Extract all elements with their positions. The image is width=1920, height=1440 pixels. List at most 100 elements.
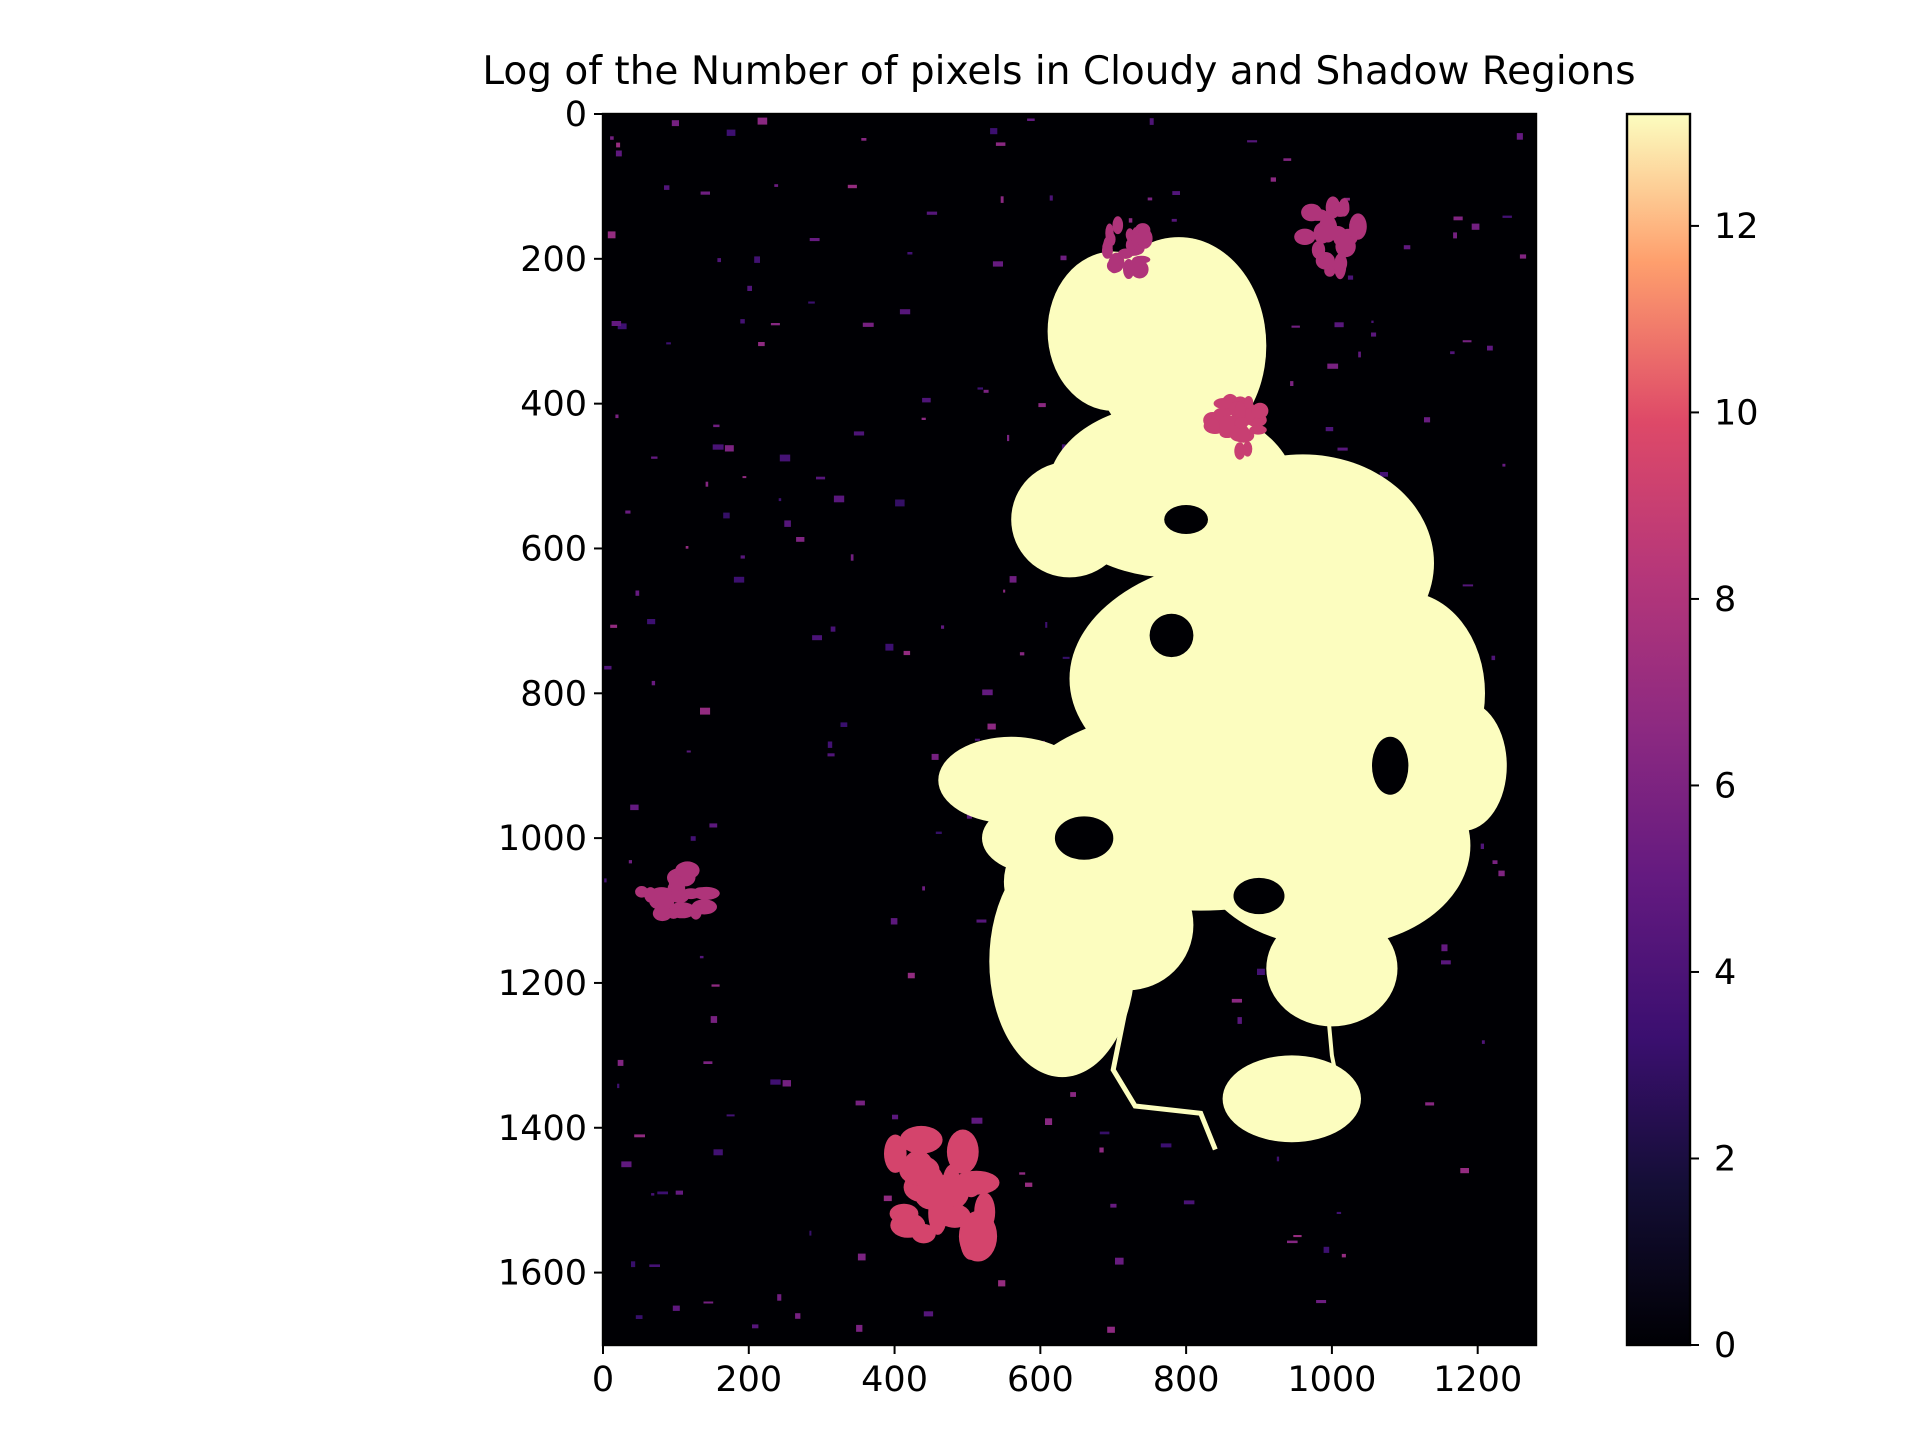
y-tick-label: 600 bbox=[520, 529, 587, 569]
speckle-pixel bbox=[1487, 345, 1493, 351]
speckle-pixel bbox=[855, 1100, 865, 1106]
cloud-region bbox=[1011, 461, 1128, 578]
central-right-patch bbox=[1234, 417, 1249, 429]
top-patch bbox=[1102, 241, 1113, 254]
x-tick-label: 1200 bbox=[1433, 1360, 1522, 1400]
speckle-pixel bbox=[628, 860, 632, 864]
bottom-left-patch bbox=[899, 1155, 940, 1186]
speckle-pixel bbox=[907, 252, 913, 255]
speckle-pixel bbox=[856, 1324, 863, 1332]
speckle-pixel bbox=[1247, 140, 1258, 143]
speckle-pixel bbox=[621, 1161, 632, 1168]
speckle-pixel bbox=[777, 1294, 782, 1301]
speckle-pixel bbox=[890, 918, 898, 925]
speckle-pixel bbox=[1343, 197, 1350, 201]
top-patch bbox=[1118, 248, 1134, 259]
bottom-left-patch bbox=[942, 1164, 961, 1208]
speckle-pixel bbox=[733, 576, 745, 583]
speckle-pixel bbox=[1492, 860, 1498, 864]
speckle-pixel bbox=[1450, 351, 1455, 355]
y-tick-label: 800 bbox=[520, 674, 587, 714]
speckle-pixel bbox=[778, 498, 782, 502]
top-patch bbox=[1294, 228, 1316, 245]
speckle-pixel bbox=[1327, 363, 1339, 369]
speckle-pixel bbox=[1441, 960, 1451, 965]
central-right-patch bbox=[1206, 418, 1220, 434]
speckle-pixel bbox=[921, 417, 926, 420]
cloud-region bbox=[1266, 910, 1398, 1027]
speckle-pixel bbox=[717, 258, 721, 263]
speckle-pixel bbox=[610, 624, 618, 628]
speckle-pixel bbox=[971, 1117, 983, 1124]
speckle-pixel bbox=[1323, 1246, 1330, 1253]
speckle-pixel bbox=[723, 512, 730, 519]
plot-frame bbox=[601, 112, 1538, 1347]
colorbar-tick-label: 8 bbox=[1714, 580, 1736, 620]
left-patch bbox=[668, 902, 696, 919]
speckle-pixel bbox=[1257, 968, 1265, 975]
speckle-pixel bbox=[833, 495, 845, 503]
speckle-pixel bbox=[754, 256, 760, 263]
speckle-pixel bbox=[1371, 332, 1377, 337]
speckle-pixel bbox=[710, 1016, 718, 1023]
cloud-region bbox=[1062, 859, 1194, 991]
cloud-region bbox=[1047, 251, 1179, 411]
speckle-pixel bbox=[675, 1190, 683, 1195]
y-axis: 0 200 400 600 800 1000 1200 1400 1600 bbox=[498, 95, 603, 1294]
speckle-pixel bbox=[1099, 1131, 1110, 1135]
speckle-pixel bbox=[995, 142, 1006, 146]
speckle-pixel bbox=[713, 1149, 723, 1156]
speckle-pixel bbox=[635, 1315, 643, 1319]
speckle-pixel bbox=[713, 424, 720, 428]
image-content bbox=[603, 117, 1527, 1333]
speckle-pixel bbox=[1290, 381, 1294, 386]
chart-title: Log of the Number of pixels in Cloudy an… bbox=[482, 49, 1635, 94]
y-tick-label: 1200 bbox=[498, 964, 587, 1004]
speckle-pixel bbox=[1403, 245, 1411, 250]
speckle-pixel bbox=[982, 689, 993, 696]
central-right-patch bbox=[1242, 441, 1253, 457]
left-patch bbox=[676, 864, 695, 878]
speckle-pixel bbox=[617, 323, 627, 330]
speckle-pixel bbox=[625, 510, 631, 514]
speckle-pixel bbox=[1291, 325, 1300, 328]
speckle-pixel bbox=[699, 955, 704, 959]
speckle-pixel bbox=[1115, 1257, 1124, 1265]
speckle-pixel bbox=[895, 499, 905, 507]
y-tick-label: 1000 bbox=[498, 819, 587, 859]
speckle-pixel bbox=[610, 136, 614, 140]
bottom-left-patch bbox=[961, 1176, 981, 1198]
cloud-gap bbox=[1164, 505, 1208, 534]
speckle-pixel bbox=[747, 285, 752, 291]
speckle-pixel bbox=[892, 1114, 899, 1120]
speckle-pixel bbox=[1519, 254, 1527, 259]
speckle-pixel bbox=[907, 972, 915, 979]
speckle-pixel bbox=[649, 1264, 660, 1267]
bottom-left-patch bbox=[884, 1134, 907, 1173]
speckle-pixel bbox=[974, 738, 980, 741]
speckle-pixel bbox=[726, 1114, 735, 1117]
top-patch bbox=[1132, 255, 1151, 264]
speckle-pixel bbox=[672, 1305, 680, 1311]
speckle-pixel bbox=[827, 753, 835, 757]
speckle-pixel bbox=[840, 722, 848, 727]
speckle-pixel bbox=[941, 625, 945, 629]
x-tick-label: 400 bbox=[861, 1360, 928, 1400]
speckle-pixel bbox=[903, 650, 911, 656]
speckle-pixel bbox=[700, 191, 710, 195]
cloud-tendril bbox=[1110, 996, 1218, 1151]
speckle-pixel bbox=[1149, 118, 1154, 125]
speckle-pixel bbox=[690, 836, 696, 841]
top-patch bbox=[1331, 202, 1350, 217]
speckle-pixel bbox=[853, 431, 865, 436]
y-tick-label: 200 bbox=[520, 240, 587, 280]
colorbar-tick-label: 2 bbox=[1714, 1139, 1736, 1179]
speckle-pixel bbox=[1062, 656, 1070, 659]
bottom-left-patch bbox=[889, 1203, 919, 1224]
speckle-pixel bbox=[998, 1280, 1006, 1287]
bottom-left-patch bbox=[946, 1129, 979, 1174]
speckle-pixel bbox=[603, 665, 612, 670]
speckle-pixel bbox=[923, 1311, 934, 1317]
speckle-pixel bbox=[796, 537, 805, 542]
